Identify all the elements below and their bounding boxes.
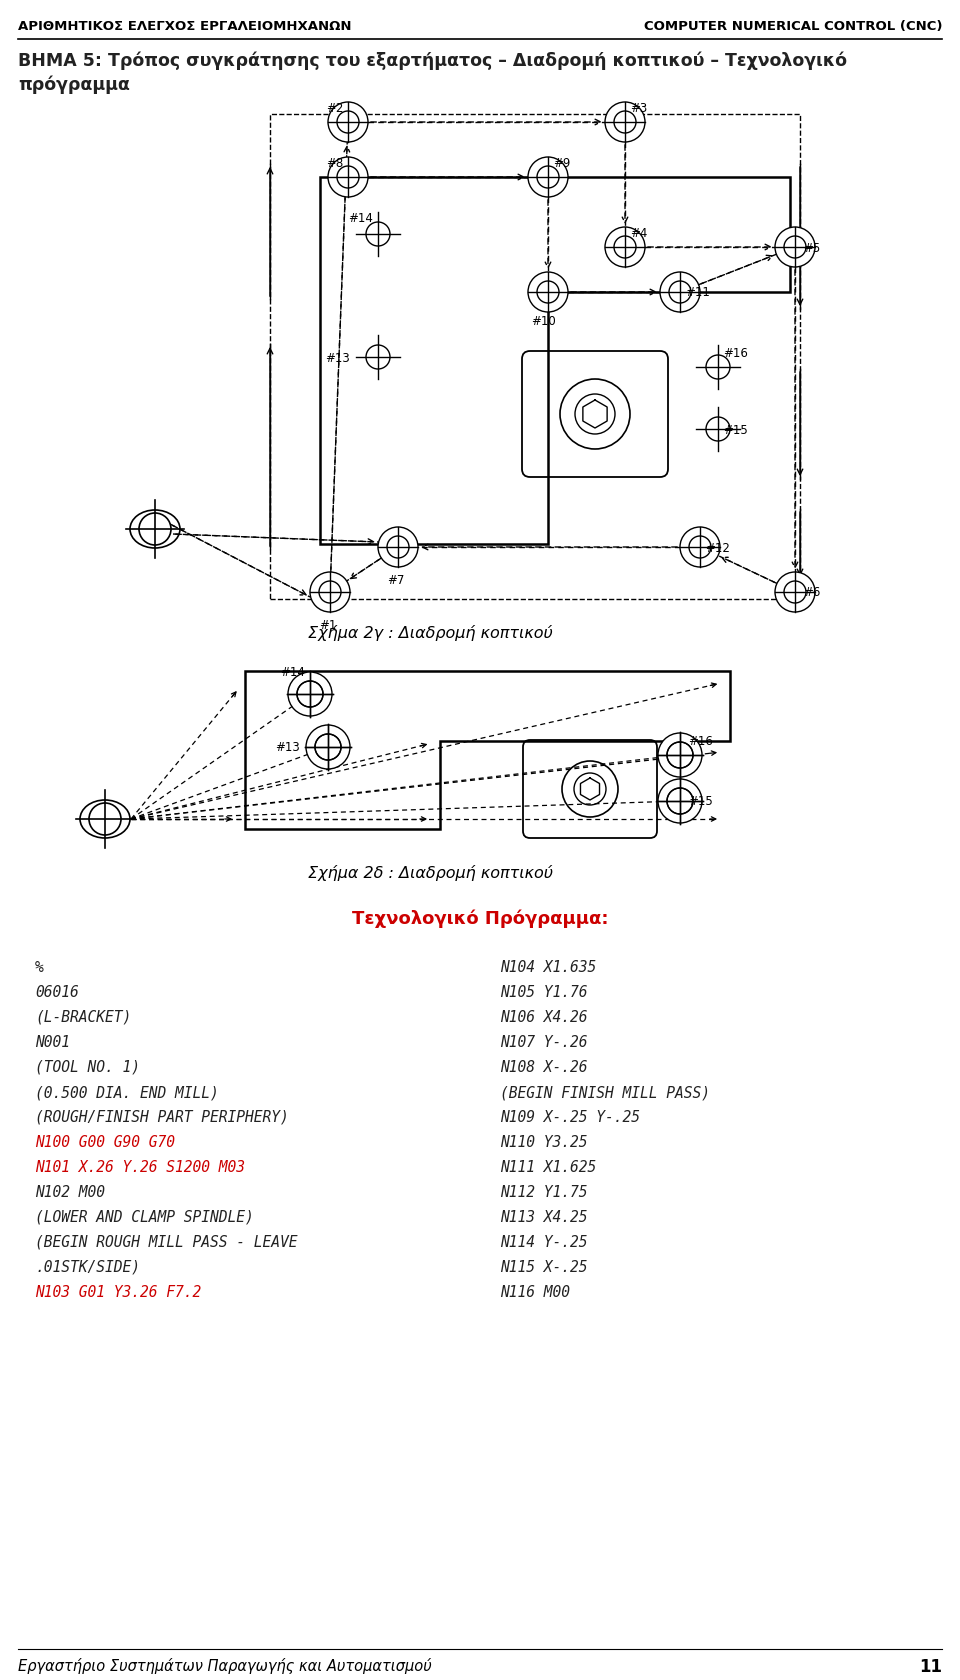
Text: #3: #3 <box>630 102 647 114</box>
Text: (LOWER AND CLAMP SPINDLE): (LOWER AND CLAMP SPINDLE) <box>35 1210 253 1225</box>
Text: #12: #12 <box>705 541 730 554</box>
Circle shape <box>775 228 815 267</box>
Text: N103 G01 Y3.26 F7.2: N103 G01 Y3.26 F7.2 <box>35 1284 202 1299</box>
Text: (BEGIN ROUGH MILL PASS - LEAVE: (BEGIN ROUGH MILL PASS - LEAVE <box>35 1235 298 1250</box>
Circle shape <box>658 734 702 778</box>
Text: N110 Y3.25: N110 Y3.25 <box>500 1134 588 1149</box>
Circle shape <box>306 726 350 769</box>
Text: #13: #13 <box>325 351 350 365</box>
Text: %: % <box>35 959 44 974</box>
Text: .01STK/SIDE): .01STK/SIDE) <box>35 1260 140 1273</box>
Text: (0.500 DIA. END MILL): (0.500 DIA. END MILL) <box>35 1084 219 1099</box>
Circle shape <box>658 780 702 823</box>
Text: N108 X-.26: N108 X-.26 <box>500 1060 588 1075</box>
Circle shape <box>378 528 418 568</box>
Text: #2: #2 <box>326 102 344 114</box>
Circle shape <box>310 573 350 613</box>
Text: #15: #15 <box>723 423 748 437</box>
Text: #6: #6 <box>803 586 821 600</box>
Text: 11: 11 <box>919 1656 942 1675</box>
Circle shape <box>775 573 815 613</box>
Text: (ROUGH/FINISH PART PERIPHERY): (ROUGH/FINISH PART PERIPHERY) <box>35 1109 289 1124</box>
Text: Τεχνολογικό Πρόγραμμα:: Τεχνολογικό Πρόγραμμα: <box>351 909 609 927</box>
Text: (BEGIN FINISH MILL PASS): (BEGIN FINISH MILL PASS) <box>500 1084 710 1099</box>
Text: N116 M00: N116 M00 <box>500 1284 570 1299</box>
Text: N113 X4.25: N113 X4.25 <box>500 1210 588 1225</box>
Circle shape <box>528 158 568 198</box>
Text: #5: #5 <box>803 242 820 254</box>
Text: #16: #16 <box>723 346 748 360</box>
Text: N112 Y1.75: N112 Y1.75 <box>500 1184 588 1200</box>
Circle shape <box>605 228 645 267</box>
Text: #9: #9 <box>553 156 570 170</box>
Circle shape <box>328 158 368 198</box>
Text: N107 Y-.26: N107 Y-.26 <box>500 1035 588 1050</box>
Text: ΑΡΙΘΜΗΤΙΚΟΣ ΕΛΕΓΧΟΣ ΕΡΓΑΛΕΙΟΜΗΧΑΝΩΝ: ΑΡΙΘΜΗΤΙΚΟΣ ΕΛΕΓΧΟΣ ΕΡΓΑΛΕΙΟΜΗΧΑΝΩΝ <box>18 20 351 34</box>
Text: N100 G00 G90 G70: N100 G00 G90 G70 <box>35 1134 175 1149</box>
Text: #16: #16 <box>688 734 713 748</box>
Text: N109 X-.25 Y-.25: N109 X-.25 Y-.25 <box>500 1109 640 1124</box>
Text: #14: #14 <box>348 212 373 225</box>
Text: ΒΗΜΑ 5: Τρόπος συγκράτησης του εξαρτήματος – Διαδρομή κοπτικού – Τεχνολογικό: ΒΗΜΑ 5: Τρόπος συγκράτησης του εξαρτήματ… <box>18 52 847 71</box>
Text: COMPUTER NUMERICAL CONTROL (CNC): COMPUTER NUMERICAL CONTROL (CNC) <box>643 20 942 34</box>
Text: πρόγραμμα: πρόγραμμα <box>18 76 130 94</box>
Text: N102 M00: N102 M00 <box>35 1184 105 1200</box>
Text: Εργαστήριο Συστημάτων Παραγωγής και Αυτοματισμού: Εργαστήριο Συστημάτων Παραγωγής και Αυτο… <box>18 1656 432 1673</box>
Text: #11: #11 <box>685 286 709 299</box>
Circle shape <box>288 672 332 717</box>
Text: N111 X1.625: N111 X1.625 <box>500 1159 596 1174</box>
Text: (TOOL NO. 1): (TOOL NO. 1) <box>35 1060 140 1075</box>
Text: #14: #14 <box>280 665 305 679</box>
Text: N104 X1.635: N104 X1.635 <box>500 959 596 974</box>
Circle shape <box>328 102 368 143</box>
Text: N114 Y-.25: N114 Y-.25 <box>500 1235 588 1250</box>
Text: N106 X4.26: N106 X4.26 <box>500 1010 588 1025</box>
Text: (L-BRACKET): (L-BRACKET) <box>35 1010 132 1025</box>
Circle shape <box>605 102 645 143</box>
Circle shape <box>680 528 720 568</box>
Text: #15: #15 <box>688 795 712 808</box>
Text: N101 X.26 Y.26 S1200 M03: N101 X.26 Y.26 S1200 M03 <box>35 1159 245 1174</box>
Bar <box>270 114 800 600</box>
Circle shape <box>660 272 700 312</box>
Circle shape <box>528 272 568 312</box>
Text: N105 Y1.76: N105 Y1.76 <box>500 984 588 1000</box>
Text: #8: #8 <box>326 156 344 170</box>
Text: #10: #10 <box>531 314 556 328</box>
Text: #4: #4 <box>630 227 647 240</box>
Text: #13: #13 <box>276 741 300 754</box>
Text: Σχήμα 2δ : Διαδρομή κοπτικού: Σχήμα 2δ : Διαδρομή κοπτικού <box>307 865 553 880</box>
Text: N001: N001 <box>35 1035 70 1050</box>
Text: 06016: 06016 <box>35 984 79 1000</box>
Text: #7: #7 <box>387 573 405 586</box>
Text: Σχήμα 2γ : Διαδρομή κοπτικού: Σχήμα 2γ : Διαδρομή κοπτικού <box>307 625 552 640</box>
Text: N115 X-.25: N115 X-.25 <box>500 1260 588 1273</box>
Text: #1: #1 <box>320 618 337 632</box>
